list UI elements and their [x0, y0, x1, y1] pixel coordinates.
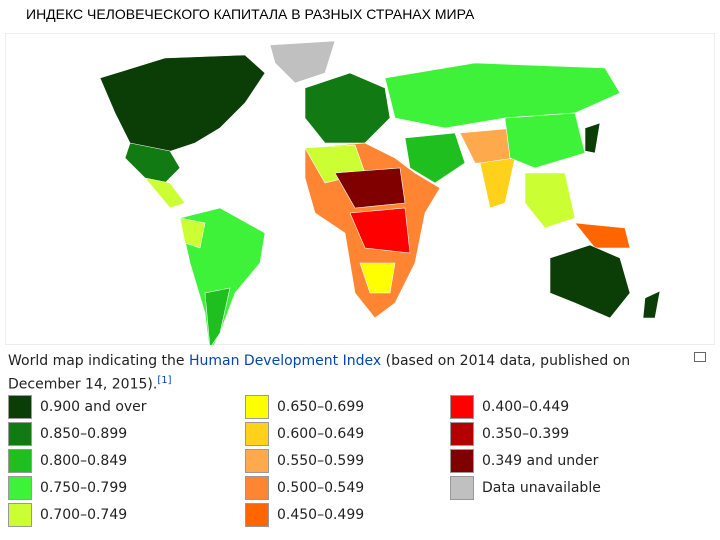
legend-swatch: [245, 503, 269, 527]
legend-label: 0.850–0.899: [40, 426, 128, 442]
legend-label: 0.800–0.849: [40, 453, 128, 469]
legend-item: 0.349 and under: [450, 449, 598, 473]
legend-swatch: [8, 449, 32, 473]
world-map: [5, 33, 715, 345]
legend-label: Data unavailable: [482, 480, 601, 496]
legend-item: Data unavailable: [450, 476, 601, 500]
legend-swatch: [450, 476, 474, 500]
legend-item: 0.500–0.549: [245, 476, 364, 500]
caption: World map indicating the Human Developme…: [8, 352, 668, 395]
legend-item: 0.850–0.899: [8, 422, 127, 446]
legend-swatch: [8, 503, 32, 527]
legend-label: 0.450–0.499: [277, 507, 365, 523]
legend-item: 0.600–0.649: [245, 422, 364, 446]
legend-swatch: [245, 476, 269, 500]
expand-icon[interactable]: [694, 352, 706, 362]
caption-text: (based on 2014 data, published on Decemb…: [8, 353, 631, 393]
legend-label: 0.900 and over: [40, 399, 147, 415]
legend-item: 0.350–0.399: [450, 422, 569, 446]
caption-link[interactable]: Human Development Index: [188, 353, 382, 369]
legend-label: 0.400–0.449: [482, 399, 570, 415]
legend-swatch: [245, 449, 269, 473]
legend-label: 0.750–0.799: [40, 480, 128, 496]
legend-label: 0.650–0.699: [277, 399, 365, 415]
legend-item: 0.400–0.449: [450, 395, 569, 419]
legend-item: 0.450–0.499: [245, 503, 364, 527]
legend-swatch: [8, 422, 32, 446]
legend-swatch: [450, 449, 474, 473]
legend-swatch: [8, 395, 32, 419]
legend-item: 0.700–0.749: [8, 503, 127, 527]
reference[interactable]: [1]: [157, 375, 172, 386]
caption-text: World map indicating the: [8, 353, 189, 369]
legend-item: 0.650–0.699: [245, 395, 364, 419]
legend-label: 0.350–0.399: [482, 426, 570, 442]
legend-item: 0.800–0.849: [8, 449, 127, 473]
legend-item: 0.900 and over: [8, 395, 147, 419]
legend-swatch: [8, 476, 32, 500]
legend-label: 0.500–0.549: [277, 480, 365, 496]
legend-swatch: [450, 395, 474, 419]
legend-item: 0.550–0.599: [245, 449, 364, 473]
legend-label: 0.700–0.749: [40, 507, 128, 523]
legend-swatch: [245, 422, 269, 446]
legend-label: 0.600–0.649: [277, 426, 365, 442]
legend-swatch: [245, 395, 269, 419]
legend-item: 0.750–0.799: [8, 476, 127, 500]
legend-label: 0.349 and under: [482, 453, 599, 469]
legend-label: 0.550–0.599: [277, 453, 365, 469]
title: ИНДЕКС ЧЕЛОВЕЧЕСКОГО КАПИТАЛА В РАЗНЫХ С…: [26, 6, 475, 22]
legend-swatch: [450, 422, 474, 446]
